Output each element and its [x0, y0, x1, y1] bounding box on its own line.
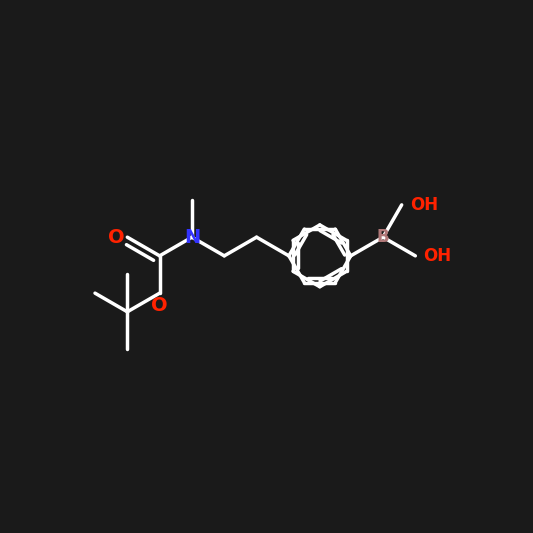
- Text: B: B: [377, 228, 389, 246]
- Text: OH: OH: [410, 196, 438, 214]
- Text: O: O: [151, 296, 168, 315]
- Text: OH: OH: [423, 247, 451, 265]
- Text: O: O: [108, 228, 125, 247]
- Text: N: N: [184, 228, 200, 247]
